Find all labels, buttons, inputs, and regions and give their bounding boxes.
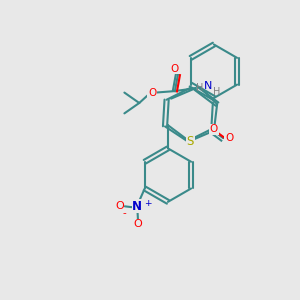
Text: H: H xyxy=(196,83,203,93)
Text: N: N xyxy=(204,81,212,91)
Text: N: N xyxy=(132,200,142,213)
Text: O: O xyxy=(210,124,218,134)
Text: +: + xyxy=(144,199,152,208)
Text: H: H xyxy=(212,87,220,97)
Text: O: O xyxy=(115,201,124,211)
Text: O: O xyxy=(225,133,233,143)
Text: S: S xyxy=(187,135,194,148)
Text: O: O xyxy=(148,88,156,98)
Text: O: O xyxy=(133,219,142,229)
Text: -: - xyxy=(123,208,126,218)
Text: O: O xyxy=(171,64,179,74)
